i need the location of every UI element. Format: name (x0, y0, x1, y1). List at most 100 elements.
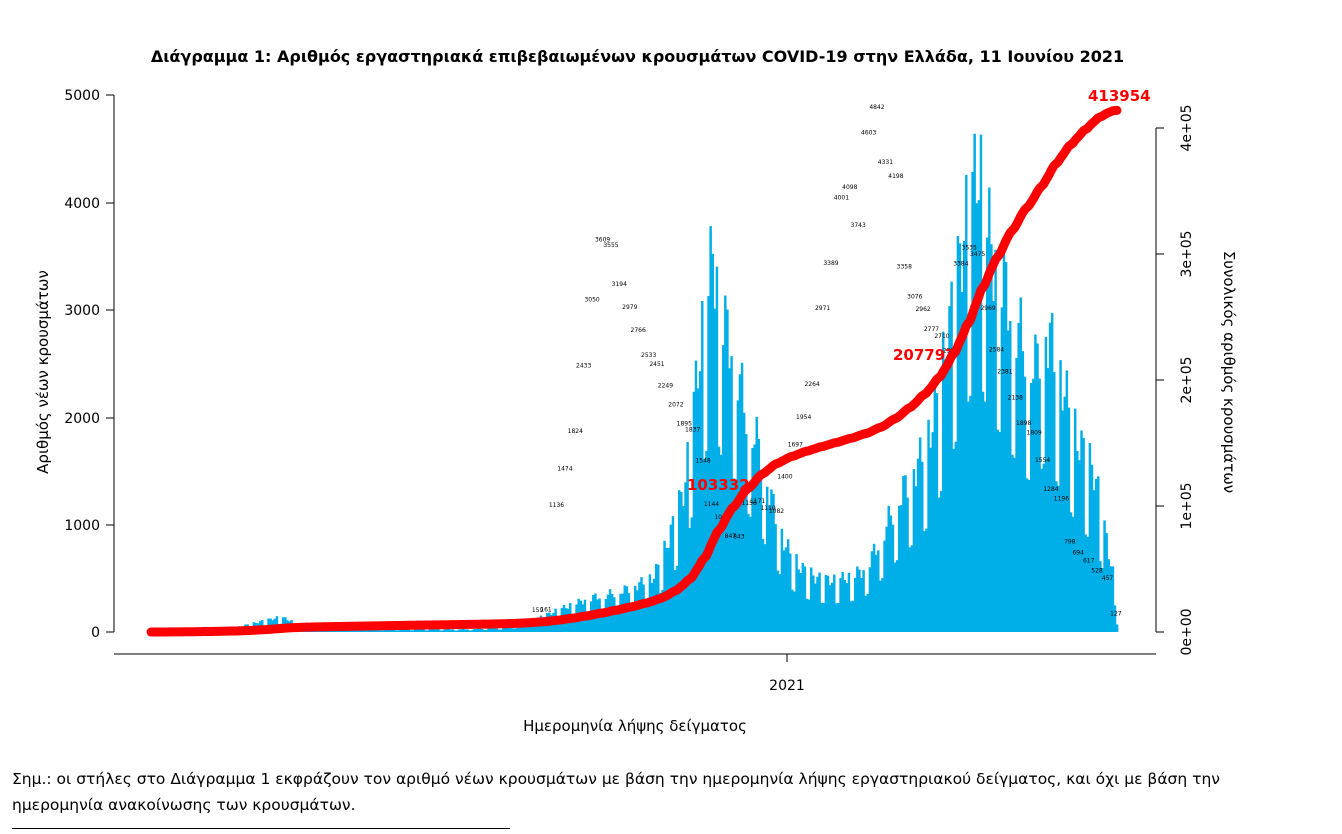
bar (615, 610, 618, 632)
bar (499, 629, 503, 632)
bar-value-label: 1156 (742, 500, 757, 507)
bar (393, 628, 396, 632)
bar (747, 513, 750, 632)
bar (860, 578, 863, 632)
bar (489, 628, 492, 632)
bar (992, 300, 995, 632)
bar (883, 540, 886, 632)
bar-value-label: 4098 (842, 184, 857, 191)
bar (462, 629, 465, 632)
bar (1046, 367, 1050, 632)
bar (558, 619, 562, 632)
bar (388, 629, 392, 632)
bar (506, 627, 509, 632)
bar (1015, 357, 1018, 632)
bar (810, 567, 813, 632)
bar (1011, 454, 1014, 632)
bar (753, 444, 756, 632)
bar (1063, 396, 1066, 632)
bar (476, 628, 480, 632)
bar-value-label: 2971 (815, 305, 830, 312)
bar (1017, 322, 1020, 632)
bar (835, 603, 838, 632)
bar (460, 629, 463, 632)
bar-value-label: 1548 (695, 458, 710, 465)
bar (682, 506, 685, 632)
bar (629, 607, 633, 632)
bar-value-label: 3555 (603, 242, 618, 249)
bar-value-label: 1554 (1035, 457, 1050, 464)
bar (962, 241, 966, 632)
bar (862, 570, 865, 632)
bar-value-label: 2710 (934, 333, 949, 340)
bar (478, 628, 482, 632)
bar (1105, 533, 1108, 632)
bar (730, 356, 733, 632)
bar (1040, 468, 1043, 632)
bar (636, 590, 639, 632)
bar (1027, 479, 1031, 632)
bar (1115, 624, 1119, 632)
bar (749, 516, 752, 632)
bar (902, 476, 905, 632)
bar (745, 434, 748, 632)
bar (1111, 566, 1115, 632)
bar-value-label: 1284 (1043, 486, 1058, 493)
bar (889, 515, 893, 632)
left-axis: 0 1000 2000 3000 4000 5000 (64, 88, 115, 641)
bar-value-label: 1110 (760, 505, 775, 512)
bar (1042, 463, 1046, 632)
y-tick-label: 3000 (64, 303, 100, 319)
bar (766, 486, 769, 632)
bar (474, 628, 478, 632)
bar (709, 226, 712, 633)
bar (734, 482, 738, 632)
bar (877, 550, 880, 632)
bar (983, 401, 987, 632)
bar (1059, 360, 1062, 632)
bar (793, 591, 796, 632)
bar (1065, 370, 1069, 632)
bar (981, 391, 985, 632)
bar (801, 562, 805, 632)
bar (1004, 262, 1008, 632)
bar (837, 603, 840, 632)
bar (820, 602, 823, 632)
bar (931, 432, 934, 632)
bar (1109, 566, 1113, 632)
bar (768, 505, 771, 632)
bar (755, 416, 758, 632)
bar (918, 437, 922, 632)
y2-tick-label: 0e+00 (1179, 608, 1195, 655)
bar (650, 582, 654, 632)
cumulative-line (146, 105, 1122, 637)
bar (543, 622, 547, 632)
bar (967, 401, 970, 632)
bar-value-label: 1895 (677, 421, 692, 428)
bar (742, 412, 746, 632)
bar-value-label: 3609 (595, 236, 610, 243)
bar (529, 626, 532, 632)
bar-value-label: 1082 (769, 508, 784, 515)
bar-value-label: 2249 (658, 383, 673, 390)
bar (627, 593, 631, 632)
bar-value-label: 3358 (897, 263, 912, 270)
bar-value-label: 127 (1110, 610, 1122, 617)
y2-axis-title: Συνολικός αριθμός κρουσμάτων (1220, 251, 1238, 493)
bar-value-label: 2584 (989, 347, 1004, 354)
bar-value-label: 4001 (834, 194, 849, 201)
bar (516, 624, 520, 632)
bar (856, 566, 859, 632)
bar (1023, 376, 1027, 632)
bar-value-label: 159 (532, 607, 544, 614)
x-tick-label: 2021 (769, 678, 805, 694)
bar (1076, 450, 1079, 632)
bar (1057, 485, 1060, 632)
bar (481, 628, 484, 632)
bar (736, 400, 740, 632)
bar (849, 601, 853, 632)
bar (1055, 481, 1058, 632)
bar (885, 526, 888, 632)
bar-value-label: 161 (540, 607, 552, 614)
